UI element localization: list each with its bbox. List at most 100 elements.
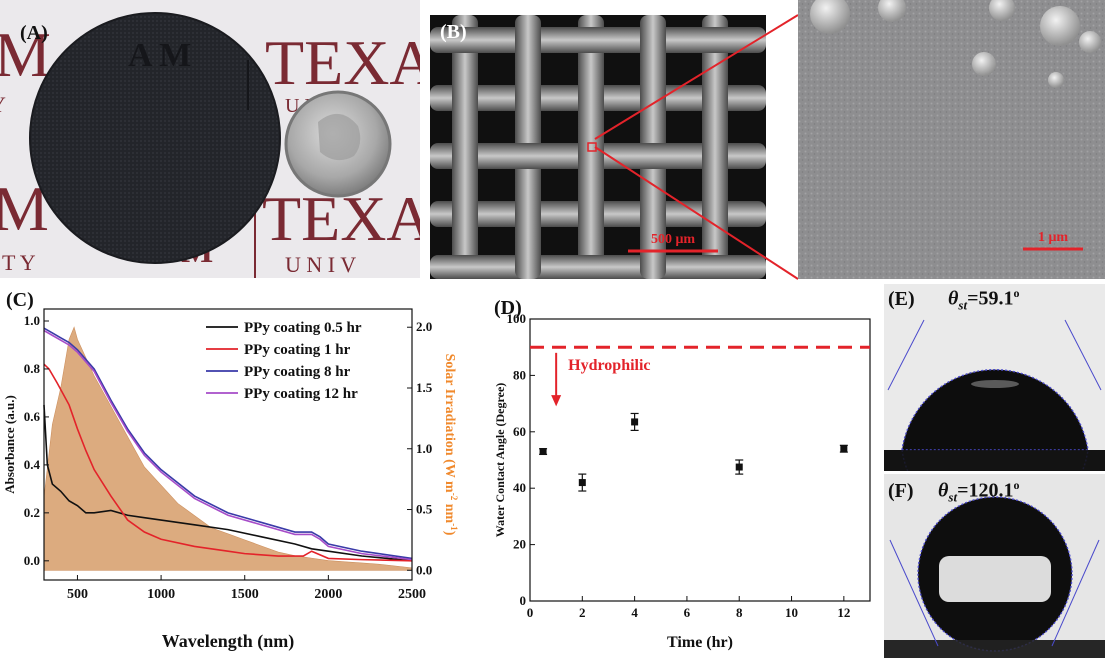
series-line-1 [43, 363, 413, 562]
panel-f: (F) θst=120.1o [884, 474, 1105, 658]
y-tick-label: 0.2 [24, 505, 40, 520]
plot-frame-d [529, 318, 871, 602]
tangent-left-f [889, 539, 939, 647]
x-tick-label: 2500 [398, 587, 426, 602]
y-right-axis-title-part: -2 [449, 493, 459, 501]
left-ty: T Y [2, 250, 36, 275]
series-line-0 [43, 404, 413, 562]
panel-e-label: (E) [888, 288, 915, 310]
panel-a-label: (A) [20, 22, 48, 44]
panel-a-photo: M Y M T Y A M TEXA U N I V E TEXA U N I … [0, 0, 420, 278]
y-tick-label: 40 [513, 480, 526, 495]
scale-bar-500um-label: 500 μm [651, 232, 695, 247]
angle-value-f: =120.1 [957, 479, 1014, 502]
ppy-particle [972, 52, 996, 76]
ppy-coated-mesh-disc [29, 12, 281, 264]
x-tick-label: 1000 [147, 587, 175, 602]
x-tick-label: 2000 [314, 587, 342, 602]
y-right-axis-title-part: ) [442, 531, 457, 536]
panel-b-zoom: 1 μm [798, 0, 1105, 279]
solar-irradiation-area [43, 326, 413, 571]
x-tick-label: 0 [527, 605, 534, 620]
ppy-particle [810, 0, 850, 34]
panel-f-label: (F) [888, 480, 914, 502]
univ-bottom: U N I V [285, 252, 356, 277]
x-tick-label: 4 [631, 605, 638, 620]
tangent-right-f [1051, 539, 1100, 647]
y-tick-label: 1.0 [24, 313, 40, 328]
contact-angle-chart: Hydrophilic 0 2 4 6 8 10 12 0 20 40 60 80 100 Time (hr… [493, 311, 871, 651]
y-right-axis-title-part: -1 [449, 523, 459, 531]
x-tick-label: 2 [579, 605, 586, 620]
y-right-tick-label: 1.5 [416, 380, 433, 395]
legend-label: PPy coating 0.5 hr [244, 320, 362, 336]
tangent-left-e [887, 319, 925, 391]
panel-a: M Y M T Y A M TEXA U N I V E TEXA U N I … [0, 0, 420, 278]
y-right-axis-title-part: Solar Irradiation (W m [442, 354, 457, 493]
series-line-2 [43, 327, 413, 560]
y-axis-title: Water Contact Angle (Degree) [493, 383, 507, 538]
data-point [631, 418, 639, 426]
y-axis-title: Absorbance (a.u.) [2, 395, 17, 494]
contact-angle-f: θst=120.1o [938, 478, 1019, 506]
panel-b-label: (B) [440, 21, 467, 43]
y-right-axis-title: Solar Irradiation (W m-2 nm-1) [442, 354, 459, 536]
droplet-e-highlight [971, 380, 1019, 388]
x-tick-label: 12 [837, 605, 850, 620]
data-point [735, 463, 743, 471]
angle-value-e: =59.1 [967, 287, 1014, 310]
x-tick-label: 8 [736, 605, 743, 620]
y-right-tick-label: 2.0 [416, 319, 432, 334]
y-right-tick-label: 0.0 [416, 562, 432, 577]
panel-b-zoom-sem-image: 1 μm [798, 0, 1105, 279]
data-point [840, 445, 848, 453]
tangent-right-e [1064, 319, 1102, 391]
y-right-tick-label: 0.5 [416, 502, 433, 517]
left-y: Y [0, 92, 6, 117]
droplet-f-reflection [939, 556, 1051, 602]
ppy-particle [1079, 31, 1101, 53]
plot-frame-c [43, 308, 413, 581]
ppy-particle [989, 0, 1015, 21]
y-right-axis-title-part: nm [442, 500, 457, 523]
theta-subscript-e: st [958, 297, 968, 313]
panel-d-label: (D) [494, 297, 522, 319]
droplet-f-image [884, 474, 1105, 658]
panel-c: 500 1000 1500 2000 2500 0.0 0.2 0.4 0.6 0.8 1.0 0.0… [0, 285, 490, 658]
angle-unit-e: o [1013, 286, 1020, 300]
panel-b: 500 μm (B) [430, 15, 766, 279]
data-point [539, 448, 547, 456]
x-axis-title: Time (hr) [667, 634, 733, 651]
x-tick-label: 1500 [231, 587, 259, 602]
theta-subscript-f: st [948, 489, 958, 505]
data-point [578, 479, 586, 487]
y-tick-label: 0.8 [24, 361, 41, 376]
series-line-3 [43, 329, 413, 561]
texas-top: TEXA [265, 27, 420, 98]
legend-label: PPy coating 12 hr [244, 386, 358, 402]
y-tick-label: 100 [507, 311, 527, 326]
x-tick-label: 500 [67, 587, 88, 602]
scale-bar-1um-label: 1 μm [1038, 230, 1068, 245]
theta-symbol-f: θ [938, 479, 949, 502]
hydrophilic-arrow-head [551, 395, 562, 407]
ppy-particle [1040, 6, 1080, 46]
panel-c-label: (C) [6, 289, 34, 311]
x-tick-label: 10 [785, 605, 798, 620]
logo-top: A M [128, 37, 191, 74]
droplet-e [901, 368, 1089, 451]
panel-b-sem-image: 500 μm [430, 15, 766, 279]
droplet-e-image [884, 284, 1105, 471]
ppy-particle [878, 0, 906, 22]
legend-label: PPy coating 1 hr [244, 342, 351, 358]
theta-symbol-e: θ [948, 287, 959, 310]
y-tick-label: 20 [513, 537, 526, 552]
y-tick-label: 0.4 [24, 457, 41, 472]
ppy-particle [1048, 72, 1064, 88]
coin-portrait-icon [318, 113, 361, 161]
left-fragment-top: M [0, 19, 51, 90]
panel-e: (E) θst=59.1o [884, 284, 1105, 471]
y-right-tick-label: 1.0 [416, 441, 432, 456]
x-axis-title: Wavelength (nm) [162, 631, 295, 652]
y-tick-label: 80 [513, 367, 526, 382]
